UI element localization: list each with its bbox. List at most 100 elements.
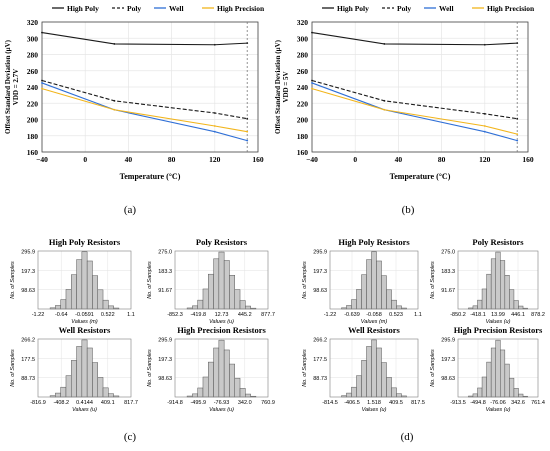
plot-frame bbox=[41, 21, 259, 153]
histogram-title: High Poly Resistors bbox=[338, 237, 410, 247]
histogram-bar bbox=[486, 361, 492, 398]
histogram-bar bbox=[518, 393, 524, 398]
histogram-bar bbox=[55, 392, 61, 398]
y-tick-label: 300 bbox=[27, 34, 39, 43]
data-point bbox=[483, 125, 486, 127]
data-point bbox=[311, 31, 313, 34]
histogram-bar bbox=[213, 258, 220, 310]
histogram-frame bbox=[37, 250, 132, 310]
histogram-bar bbox=[223, 349, 230, 398]
histogram-title: High Precision Resistors bbox=[454, 325, 543, 335]
y-axis-label: No. of Samples bbox=[147, 261, 153, 299]
histogram-bar bbox=[504, 275, 510, 310]
histogram-bar bbox=[509, 377, 515, 398]
x-axis-label: Values (u) bbox=[362, 407, 387, 413]
data-point bbox=[113, 43, 116, 45]
histogram-bar bbox=[376, 260, 382, 310]
y-tick-label: 98.63 bbox=[441, 376, 455, 382]
y-tick-label: 91.67 bbox=[158, 288, 172, 294]
y-tick-label: 177.5 bbox=[21, 357, 35, 363]
histogram-bar bbox=[192, 393, 198, 398]
y-tick-label: 295.9 bbox=[158, 338, 172, 344]
histogram-bar bbox=[202, 288, 209, 310]
x-tick-label: -1.22 bbox=[324, 312, 337, 318]
y-tick-label: 280 bbox=[27, 51, 39, 60]
y-tick-label: 275.0 bbox=[158, 250, 172, 256]
histogram-bar bbox=[495, 251, 501, 310]
legend-label: Poly bbox=[397, 4, 411, 13]
data-point bbox=[516, 42, 519, 45]
y-tick-label: 177.5 bbox=[313, 357, 327, 363]
y-tick-label: 240 bbox=[27, 83, 39, 92]
panel-label: (a) bbox=[124, 204, 137, 216]
histogram-bar bbox=[361, 360, 367, 398]
histogram-bar bbox=[509, 289, 515, 310]
x-tick-label: 761.4 bbox=[531, 400, 545, 406]
x-tick-label: -0.058 bbox=[366, 312, 382, 318]
y-tick-label: 88.73 bbox=[21, 376, 35, 382]
x-tick-label: 342.0 bbox=[238, 400, 252, 406]
x-tick-label: 1.518 bbox=[367, 400, 381, 406]
x-tick-label: -494.8 bbox=[470, 400, 486, 406]
histogram-bar bbox=[81, 251, 88, 310]
x-tick-label: 40 bbox=[395, 155, 403, 164]
histogram-bar bbox=[481, 376, 487, 398]
histogram-bar bbox=[490, 258, 496, 310]
data-point bbox=[246, 117, 249, 120]
series-line bbox=[311, 82, 518, 142]
y-tick-label: 240 bbox=[297, 83, 309, 92]
histogram-bar bbox=[102, 387, 109, 398]
legend: High Poly Poly Well High Precision bbox=[322, 4, 535, 13]
histogram-bar bbox=[60, 299, 67, 310]
histogram-title: Well Resistors bbox=[59, 325, 111, 335]
y-tick-label: 180 bbox=[27, 132, 39, 141]
y-tick-label: 183.3 bbox=[441, 269, 455, 275]
histogram-bar bbox=[381, 275, 387, 310]
y-tick-label: 98.63 bbox=[313, 288, 327, 294]
histogram-bar bbox=[356, 375, 362, 398]
histogram-bar bbox=[76, 259, 83, 310]
histogram-bar bbox=[477, 387, 483, 398]
histogram-bar bbox=[351, 386, 357, 398]
data-point bbox=[483, 43, 486, 46]
y-tick-label: 88.73 bbox=[313, 376, 327, 382]
histogram: Poly Resistors 275.0 183.3 91.67 -850.2 -418.… bbox=[430, 237, 545, 325]
histogram-bar bbox=[376, 347, 382, 398]
histogram-bar bbox=[346, 392, 352, 398]
series-line bbox=[41, 32, 248, 46]
panel-label: (b) bbox=[402, 204, 415, 216]
x-tick-label: 817.7 bbox=[124, 400, 138, 406]
y-tick-label: 295.9 bbox=[441, 338, 455, 344]
histogram-bar bbox=[356, 289, 362, 310]
legend-label: Well bbox=[439, 4, 454, 13]
y-tick-label: 91.67 bbox=[441, 288, 455, 294]
series-line bbox=[311, 79, 518, 120]
y-tick-label: 260 bbox=[297, 67, 309, 76]
histogram-bar bbox=[97, 377, 104, 398]
y-tick-label: 197.3 bbox=[21, 269, 35, 275]
histogram-bar bbox=[518, 305, 524, 310]
x-tick-label: 760.9 bbox=[261, 400, 275, 406]
histogram-title: High Poly Resistors bbox=[49, 237, 121, 247]
legend: High Poly Poly Well High Precision bbox=[52, 4, 265, 13]
y-tick-label: 320 bbox=[27, 18, 39, 27]
x-tick-label: 342.6 bbox=[511, 400, 525, 406]
line-chart-a: 160 180 200 220 240 260 280 300 320 −40 0 40 80 120 16… bbox=[4, 4, 265, 216]
x-tick-label: -408.2 bbox=[53, 400, 69, 406]
data-point bbox=[516, 117, 519, 120]
plot-frame bbox=[311, 21, 529, 153]
histogram-bar bbox=[245, 393, 251, 398]
x-tick-label: 160 bbox=[522, 155, 534, 164]
x-tick-label: 445.2 bbox=[238, 312, 252, 318]
histogram-title: Well Resistors bbox=[348, 325, 400, 335]
x-tick-label: 446.1 bbox=[511, 312, 525, 318]
x-tick-label: -0.0591 bbox=[75, 312, 94, 318]
x-tick-label: 877.7 bbox=[261, 312, 275, 318]
y-tick-label: 280 bbox=[297, 51, 309, 60]
histogram-bar bbox=[481, 288, 487, 310]
x-tick-label: 80 bbox=[438, 155, 446, 164]
x-tick-label: -0.639 bbox=[344, 312, 360, 318]
y-tick-label: 197.3 bbox=[313, 269, 327, 275]
histogram-bar bbox=[81, 339, 88, 398]
